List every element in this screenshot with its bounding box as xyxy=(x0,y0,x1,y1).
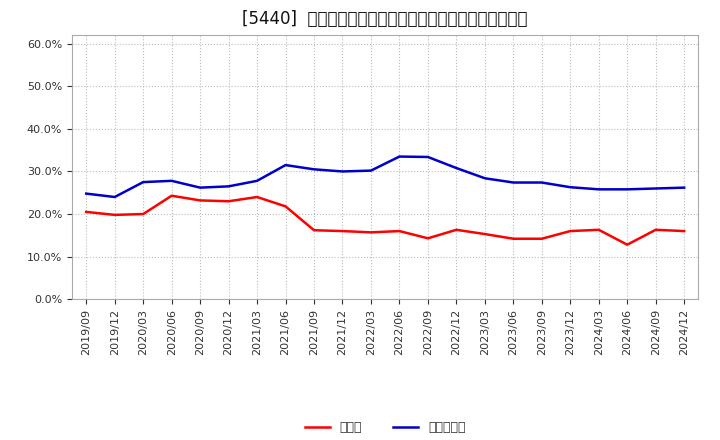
有利子負債 xyxy=(196,185,204,190)
有利子負債 xyxy=(595,187,603,192)
有利子負債 xyxy=(423,154,432,160)
現預金 xyxy=(452,227,461,232)
現預金 xyxy=(310,227,318,233)
有利子負債 xyxy=(395,154,404,159)
現預金 xyxy=(566,228,575,234)
有利子負債 xyxy=(82,191,91,196)
現預金 xyxy=(537,236,546,242)
有利子負債 xyxy=(225,184,233,189)
現預金 xyxy=(338,228,347,234)
有利子負債 xyxy=(310,167,318,172)
有利子負債 xyxy=(509,180,518,185)
現預金 xyxy=(196,198,204,203)
有利子負債 xyxy=(338,169,347,174)
有利子負債 xyxy=(623,187,631,192)
現預金 xyxy=(366,230,375,235)
現預金 xyxy=(82,209,91,215)
現預金 xyxy=(595,227,603,232)
Legend: 現預金, 有利子負債: 現預金, 有利子負債 xyxy=(300,416,471,439)
Line: 現預金: 現預金 xyxy=(86,196,684,245)
現預金 xyxy=(225,198,233,204)
有利子負債 xyxy=(366,168,375,173)
現預金 xyxy=(480,231,489,237)
現預金 xyxy=(282,204,290,209)
現預金 xyxy=(395,228,404,234)
有利子負債 xyxy=(452,165,461,171)
有利子負債 xyxy=(139,180,148,185)
有利子負債 xyxy=(282,162,290,168)
現預金 xyxy=(680,228,688,234)
有利子負債 xyxy=(652,186,660,191)
有利子負債 xyxy=(110,194,119,200)
現預金 xyxy=(139,211,148,216)
有利子負債 xyxy=(167,178,176,183)
有利子負債 xyxy=(253,178,261,183)
有利子負債 xyxy=(537,180,546,185)
現預金 xyxy=(623,242,631,247)
Title: [5440]  現預金、有利子負債の総資産に対する比率の推移: [5440] 現預金、有利子負債の総資産に対する比率の推移 xyxy=(243,10,528,28)
現預金 xyxy=(652,227,660,232)
現預金 xyxy=(253,194,261,200)
現預金 xyxy=(423,236,432,241)
現預金 xyxy=(167,193,176,198)
有利子負債 xyxy=(480,176,489,181)
現預金 xyxy=(110,212,119,217)
有利子負債 xyxy=(680,185,688,190)
Line: 有利子負債: 有利子負債 xyxy=(86,157,684,197)
現預金 xyxy=(509,236,518,242)
有利子負債 xyxy=(566,184,575,190)
